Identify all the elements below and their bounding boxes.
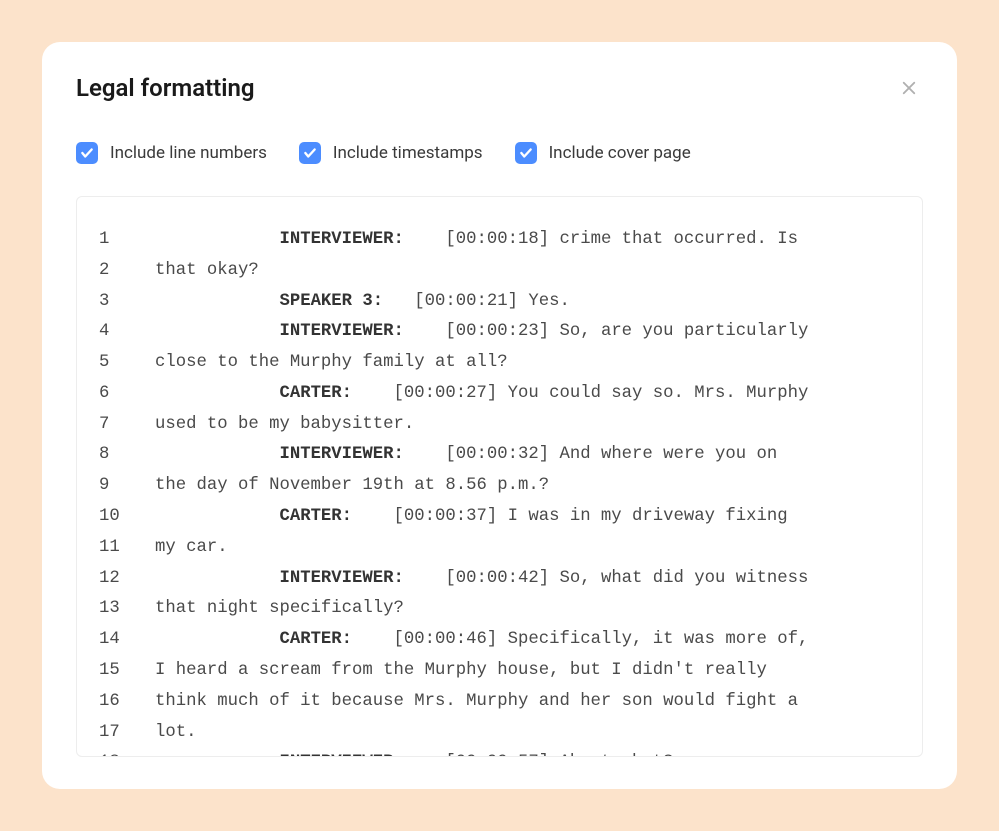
line-number: 13 bbox=[99, 594, 155, 625]
line-text: INTERVIEWER: [00:00:32] And where were y… bbox=[155, 440, 900, 471]
transcript-line: 7used to be my babysitter. bbox=[99, 410, 900, 441]
checkbox-timestamps[interactable]: Include timestamps bbox=[299, 142, 483, 164]
line-number: 4 bbox=[99, 317, 155, 348]
checkbox-label: Include line numbers bbox=[110, 143, 267, 163]
line-text: CARTER: [00:00:37] I was in my driveway … bbox=[155, 502, 900, 533]
line-text: that night specifically? bbox=[155, 594, 900, 625]
close-button[interactable] bbox=[895, 74, 923, 102]
speaker-label: SPEAKER 3: bbox=[279, 292, 383, 311]
checkbox-cover-page[interactable]: Include cover page bbox=[515, 142, 691, 164]
check-icon bbox=[519, 146, 533, 160]
transcript-line: 12 INTERVIEWER: [00:00:42] So, what did … bbox=[99, 564, 900, 595]
line-number: 6 bbox=[99, 379, 155, 410]
close-icon bbox=[900, 79, 918, 97]
line-text: close to the Murphy family at all? bbox=[155, 348, 900, 379]
line-number: 15 bbox=[99, 656, 155, 687]
modal-header: Legal formatting bbox=[76, 74, 923, 102]
speaker-label: CARTER: bbox=[279, 384, 352, 403]
line-text: I heard a scream from the Murphy house, … bbox=[155, 656, 900, 687]
line-text: SPEAKER 3: [00:00:21] Yes. bbox=[155, 287, 900, 318]
speaker-label: INTERVIEWER: bbox=[279, 753, 403, 757]
transcript-line: 18 INTERVIEWER: [00:00:57] About what? bbox=[99, 748, 900, 757]
transcript-line: 2that okay? bbox=[99, 256, 900, 287]
line-text: my car. bbox=[155, 533, 900, 564]
line-number: 3 bbox=[99, 287, 155, 318]
speaker-label: CARTER: bbox=[279, 507, 352, 526]
line-text: lot. bbox=[155, 718, 900, 749]
transcript-line: 9the day of November 19th at 8.56 p.m.? bbox=[99, 471, 900, 502]
checkbox-line-numbers[interactable]: Include line numbers bbox=[76, 142, 267, 164]
transcript-line: 15I heard a scream from the Murphy house… bbox=[99, 656, 900, 687]
transcript-line: 14 CARTER: [00:00:46] Specifically, it w… bbox=[99, 625, 900, 656]
transcript-line: 17lot. bbox=[99, 718, 900, 749]
modal-title: Legal formatting bbox=[76, 74, 255, 102]
line-text: INTERVIEWER: [00:00:42] So, what did you… bbox=[155, 564, 900, 595]
speaker-label: INTERVIEWER: bbox=[279, 569, 403, 588]
checkbox-box bbox=[515, 142, 537, 164]
transcript-line: 3 SPEAKER 3: [00:00:21] Yes. bbox=[99, 287, 900, 318]
line-text: think much of it because Mrs. Murphy and… bbox=[155, 687, 900, 718]
check-icon bbox=[303, 146, 317, 160]
checkbox-box bbox=[76, 142, 98, 164]
transcript-line: 6 CARTER: [00:00:27] You could say so. M… bbox=[99, 379, 900, 410]
line-number: 9 bbox=[99, 471, 155, 502]
checkbox-box bbox=[299, 142, 321, 164]
line-number: 10 bbox=[99, 502, 155, 533]
line-text: INTERVIEWER: [00:00:57] About what? bbox=[155, 748, 900, 757]
transcript-line: 4 INTERVIEWER: [00:00:23] So, are you pa… bbox=[99, 317, 900, 348]
line-text: CARTER: [00:00:46] Specifically, it was … bbox=[155, 625, 900, 656]
line-number: 11 bbox=[99, 533, 155, 564]
transcript-line: 16think much of it because Mrs. Murphy a… bbox=[99, 687, 900, 718]
line-text: used to be my babysitter. bbox=[155, 410, 900, 441]
legal-formatting-modal: Legal formatting Include line numbers In… bbox=[42, 42, 957, 789]
options-row: Include line numbers Include timestamps … bbox=[76, 142, 923, 164]
transcript-line: 11my car. bbox=[99, 533, 900, 564]
check-icon bbox=[80, 146, 94, 160]
line-text: CARTER: [00:00:27] You could say so. Mrs… bbox=[155, 379, 900, 410]
line-number: 7 bbox=[99, 410, 155, 441]
transcript-table: 1 INTERVIEWER: [00:00:18] crime that occ… bbox=[99, 225, 900, 757]
transcript-line: 10 CARTER: [00:00:37] I was in my drivew… bbox=[99, 502, 900, 533]
checkbox-label: Include cover page bbox=[549, 143, 691, 163]
line-text: the day of November 19th at 8.56 p.m.? bbox=[155, 471, 900, 502]
line-number: 17 bbox=[99, 718, 155, 749]
transcript-line: 1 INTERVIEWER: [00:00:18] crime that occ… bbox=[99, 225, 900, 256]
line-number: 5 bbox=[99, 348, 155, 379]
line-number: 18 bbox=[99, 748, 155, 757]
speaker-label: INTERVIEWER: bbox=[279, 322, 403, 341]
line-number: 12 bbox=[99, 564, 155, 595]
speaker-label: INTERVIEWER: bbox=[279, 445, 403, 464]
line-number: 14 bbox=[99, 625, 155, 656]
line-text: INTERVIEWER: [00:00:18] crime that occur… bbox=[155, 225, 900, 256]
line-text: that okay? bbox=[155, 256, 900, 287]
line-number: 8 bbox=[99, 440, 155, 471]
transcript-line: 5close to the Murphy family at all? bbox=[99, 348, 900, 379]
transcript-preview: 1 INTERVIEWER: [00:00:18] crime that occ… bbox=[76, 196, 923, 757]
line-number: 1 bbox=[99, 225, 155, 256]
line-text: INTERVIEWER: [00:00:23] So, are you part… bbox=[155, 317, 900, 348]
speaker-label: INTERVIEWER: bbox=[279, 230, 403, 249]
checkbox-label: Include timestamps bbox=[333, 143, 483, 163]
line-number: 2 bbox=[99, 256, 155, 287]
speaker-label: CARTER: bbox=[279, 630, 352, 649]
transcript-line: 13that night specifically? bbox=[99, 594, 900, 625]
line-number: 16 bbox=[99, 687, 155, 718]
transcript-line: 8 INTERVIEWER: [00:00:32] And where were… bbox=[99, 440, 900, 471]
